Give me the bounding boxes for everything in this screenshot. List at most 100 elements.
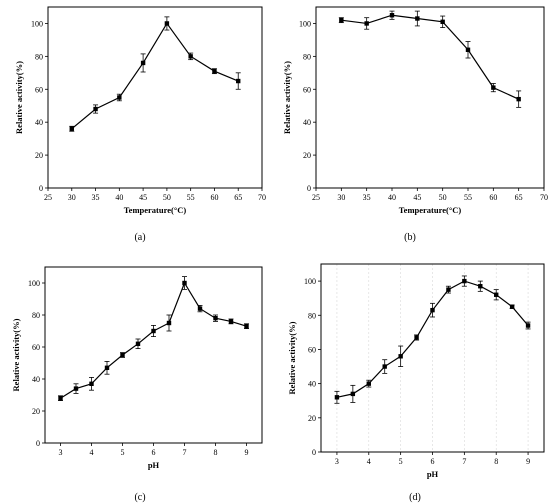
x-tick-label: 30 bbox=[68, 193, 76, 202]
data-point bbox=[58, 396, 63, 401]
x-tick-label: 45 bbox=[139, 193, 147, 202]
series-line bbox=[341, 14, 519, 100]
y-axis-label: Relative activity(%) bbox=[287, 321, 297, 394]
plot-frame bbox=[44, 266, 263, 444]
data-point bbox=[494, 292, 499, 297]
y-axis-label: Relative activity(%) bbox=[282, 61, 292, 134]
x-tick-label: 3 bbox=[335, 457, 339, 466]
data-point bbox=[509, 304, 515, 309]
x-tick-label: 6 bbox=[431, 457, 435, 466]
x-axis-label: pH bbox=[148, 460, 160, 470]
x-tick-label: 4 bbox=[367, 457, 371, 466]
data-point bbox=[151, 328, 156, 334]
data-point bbox=[350, 391, 356, 397]
y-tick-label: 40 bbox=[303, 118, 311, 127]
y-tick-label: 80 bbox=[32, 311, 40, 320]
data-point bbox=[430, 307, 435, 313]
x-tick-label: 55 bbox=[464, 193, 472, 202]
data-point bbox=[228, 319, 234, 324]
data-point bbox=[93, 106, 98, 112]
x-tick-label: 6 bbox=[152, 448, 156, 457]
data-point bbox=[197, 306, 203, 311]
y-tick-label: 100 bbox=[304, 277, 316, 286]
data-point bbox=[462, 278, 467, 284]
y-tick-label: 60 bbox=[308, 345, 316, 354]
y-tick-label: 100 bbox=[31, 19, 43, 28]
y-tick-label: 80 bbox=[35, 52, 43, 61]
data-point bbox=[89, 381, 94, 386]
data-point bbox=[117, 95, 122, 100]
y-axis-label: Relative activity(%) bbox=[11, 318, 21, 391]
panel-label: (a) bbox=[134, 232, 145, 243]
x-tick-label: 30 bbox=[337, 193, 345, 202]
x-tick-label: 8 bbox=[214, 448, 218, 457]
x-tick-label: 70 bbox=[258, 193, 266, 202]
panel-c: 3 4 5 6 7 8 9 0 20 40 60 80 100 pH Relative activity(%… bbox=[11, 266, 263, 503]
panel-d: 3 4 5 6 7 8 9 0 20 40 60 80 100 pH Relative activity(%… bbox=[287, 263, 545, 503]
x-tick-label: 50 bbox=[163, 193, 171, 202]
x-tick-label: 25 bbox=[312, 193, 320, 202]
data-point bbox=[212, 68, 217, 74]
y-tick-label: 40 bbox=[32, 375, 40, 384]
x-tick-label: 7 bbox=[462, 457, 466, 466]
x-tick-label: 8 bbox=[494, 457, 498, 466]
data-point bbox=[135, 341, 141, 346]
plot-frame bbox=[47, 6, 263, 189]
x-tick-label: 3 bbox=[59, 448, 63, 457]
x-tick-label: 25 bbox=[44, 193, 52, 202]
panel-label: (b) bbox=[404, 232, 416, 243]
x-tick-label: 55 bbox=[187, 193, 195, 202]
data-point bbox=[334, 395, 340, 400]
data-point bbox=[414, 335, 419, 340]
data-point bbox=[366, 381, 371, 386]
y-tick-label: 100 bbox=[28, 279, 40, 288]
plot-frame bbox=[315, 6, 545, 189]
y-tick-label: 0 bbox=[39, 184, 43, 193]
data-point bbox=[415, 16, 420, 21]
y-axis-label: Relative activity(%) bbox=[14, 61, 24, 134]
y-tick-label: 80 bbox=[308, 311, 316, 320]
x-tick-label: 70 bbox=[540, 193, 548, 202]
x-tick-label: 50 bbox=[439, 193, 447, 202]
x-tick-label: 60 bbox=[489, 193, 497, 202]
data-point bbox=[120, 352, 125, 358]
panel-b: 25 30 35 40 45 50 55 60 65 70 0 20 40 60 80 100 Temperat… bbox=[282, 6, 548, 243]
y-tick-label: 100 bbox=[299, 19, 311, 28]
y-tick-label: 40 bbox=[35, 118, 43, 127]
y-tick-label: 20 bbox=[32, 407, 40, 416]
data-point bbox=[389, 13, 395, 18]
x-tick-label: 35 bbox=[363, 193, 371, 202]
data-point bbox=[339, 17, 344, 23]
y-tick-label: 0 bbox=[307, 184, 311, 193]
y-tick-label: 0 bbox=[312, 448, 316, 457]
series-line bbox=[71, 22, 239, 130]
y-tick-label: 40 bbox=[308, 380, 316, 389]
data-point bbox=[478, 284, 483, 289]
y-tick-label: 20 bbox=[303, 151, 311, 160]
data-point bbox=[104, 365, 110, 370]
data-point bbox=[398, 354, 403, 359]
y-tick-label: 60 bbox=[303, 85, 311, 94]
data-point bbox=[446, 287, 451, 292]
data-point bbox=[188, 54, 193, 59]
y-tick-label: 0 bbox=[36, 439, 40, 448]
data-point bbox=[465, 47, 471, 52]
x-tick-label: 7 bbox=[183, 448, 187, 457]
x-tick-label: 60 bbox=[210, 193, 218, 202]
y-tick-label: 80 bbox=[303, 52, 311, 61]
data-point bbox=[73, 386, 79, 391]
data-point bbox=[182, 280, 187, 286]
data-point bbox=[244, 324, 249, 329]
x-axis-label: Temperature(°C) bbox=[399, 205, 462, 215]
x-tick-label: 35 bbox=[92, 193, 100, 202]
x-axis-label: pH bbox=[427, 469, 439, 479]
data-point bbox=[236, 78, 241, 84]
x-tick-label: 65 bbox=[515, 193, 523, 202]
panel-label: (d) bbox=[409, 492, 421, 503]
y-tick-label: 20 bbox=[35, 151, 43, 160]
data-point bbox=[491, 85, 496, 90]
data-point bbox=[166, 320, 172, 326]
data-point bbox=[140, 60, 146, 66]
x-tick-label: 40 bbox=[388, 193, 396, 202]
